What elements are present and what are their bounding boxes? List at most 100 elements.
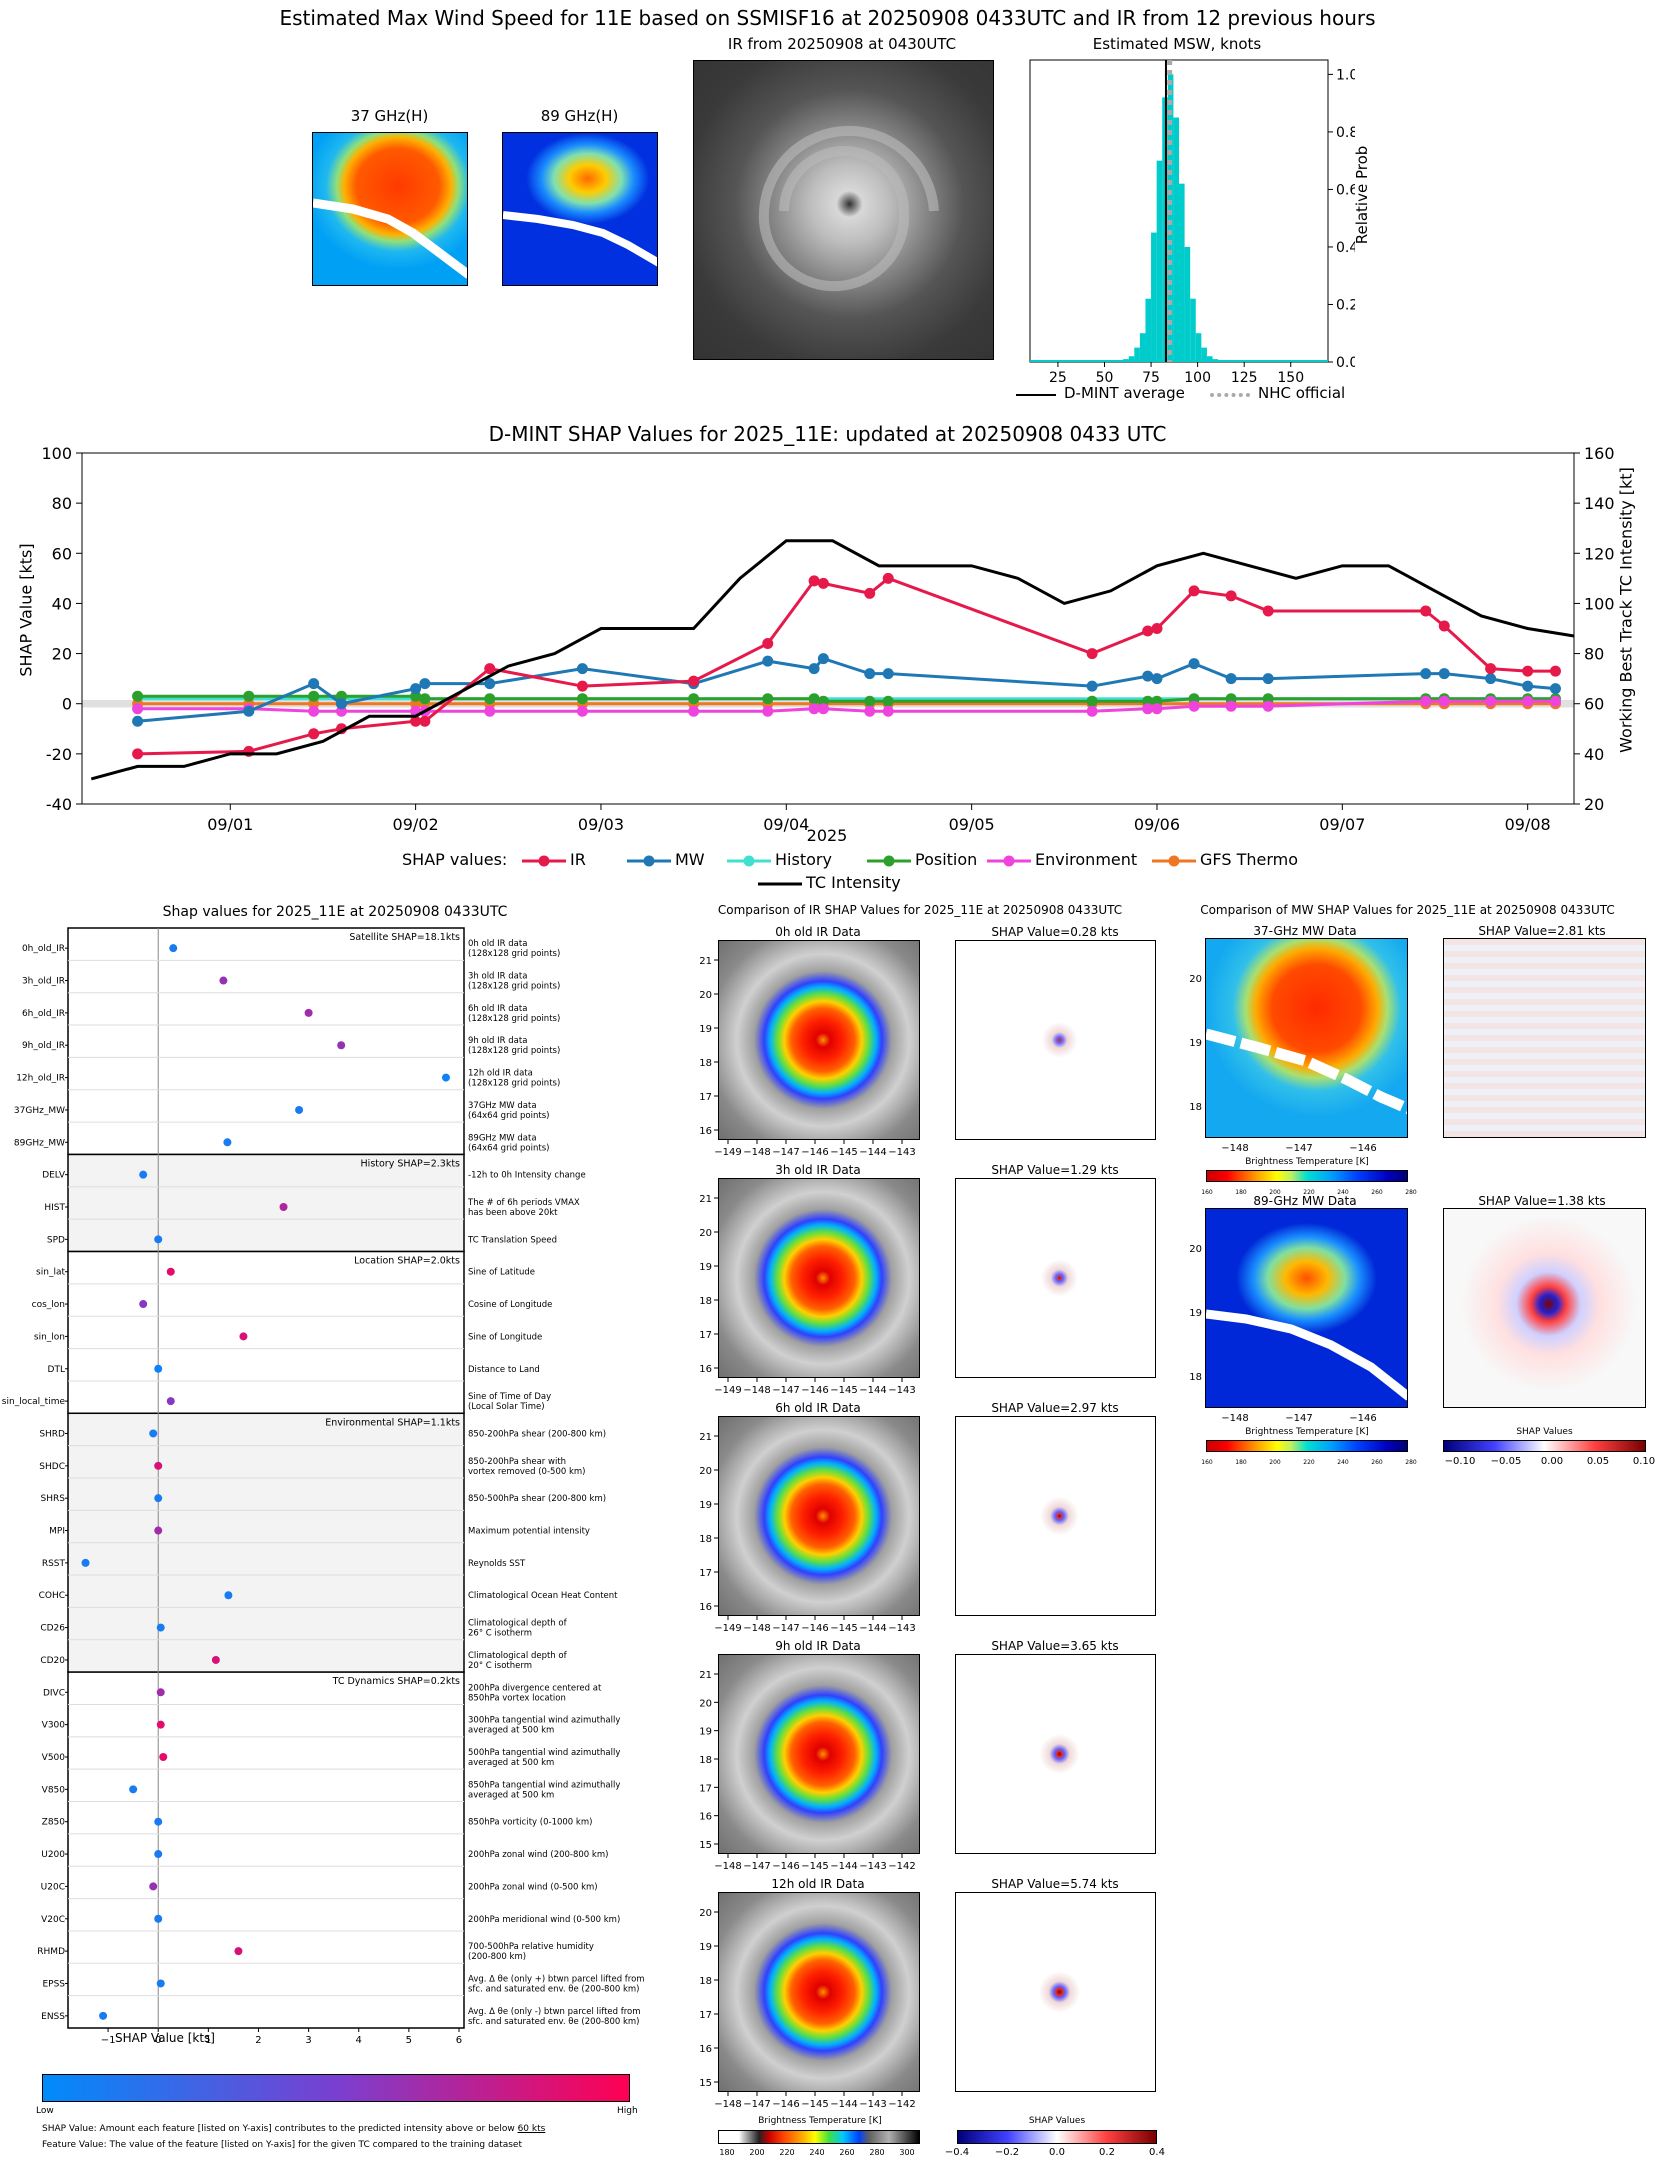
mw89-cmp-label: 89-GHz MW Data [1253, 1194, 1357, 1208]
hist-legend: D-MINT average NHC official [1012, 384, 1352, 406]
series-point [817, 695, 829, 707]
ir-y-tick-label: 18 [699, 1534, 712, 1545]
mw89-title: 89 GHz(H) [540, 107, 619, 125]
feature-name: 9h_old_IR [22, 1041, 65, 1051]
feature-description: -12h to 0h Intensity change [468, 1171, 586, 1181]
feature-name: RSST [42, 1559, 66, 1569]
feature-shap-point [166, 1397, 175, 1406]
feature-description: Sine of Longitude [468, 1332, 542, 1342]
mw37-title: 37 GHz(H) [350, 107, 429, 125]
shap-legend: SHAP values: IR MW History Position Environm… [0, 848, 1655, 896]
ir-row-shap-image [955, 1892, 1156, 2092]
series-point [762, 693, 774, 705]
series-point [132, 715, 144, 727]
series-point [808, 663, 820, 675]
feature-description: 850hPa vorticity (0-1000 km) [468, 1818, 592, 1828]
feature-description: (128x128 grid points) [468, 1079, 560, 1089]
series-point [1142, 670, 1154, 682]
series-point [419, 715, 431, 727]
series-point [1188, 700, 1200, 712]
series-point [484, 705, 496, 717]
hist-title: Estimated MSW, knots [1092, 35, 1262, 53]
shap-ts-ylabel: SHAP Value [kts] [16, 543, 36, 677]
mw-cmp-title: Comparison of MW SHAP Values for 2025_11… [1200, 903, 1615, 917]
series-point [1262, 693, 1274, 705]
ts-y-tick-label: 100 [41, 445, 72, 463]
ts-x-tick-label: 09/07 [1319, 815, 1365, 834]
ts-x-tick-label: 09/06 [1134, 815, 1180, 834]
bee-x-tick-label: 2 [255, 2035, 261, 2046]
mw89-bt-tick-label: 160 [1201, 1459, 1213, 1466]
feature-name: ENSS [41, 2012, 65, 2022]
legend-label-history: History [775, 850, 832, 869]
feature-value-colorbar [42, 2074, 630, 2102]
ir-x-tick-label: −147 [772, 1147, 799, 1158]
feature-shap-point [154, 1235, 163, 1244]
hist-x-tick-label: 125 [1231, 370, 1258, 386]
hist-x-tick-label: 25 [1049, 370, 1067, 386]
series-point [410, 715, 422, 727]
ir-x-tick-label: −146 [801, 1147, 828, 1158]
mw37-x-tick-label: −146 [1349, 1143, 1376, 1154]
hist-y-tick-label: 0.6 [1336, 182, 1355, 198]
mw89-y-tick-label: 20 [1189, 1244, 1202, 1255]
feature-name: CD26 [40, 1624, 65, 1634]
series-point [484, 663, 496, 675]
ts-y2-tick-label: 60 [1584, 695, 1604, 714]
ts-x-tick-label: 09/03 [578, 815, 624, 834]
legend-label-position: Position [915, 850, 978, 869]
series-point [484, 678, 496, 690]
hist-bar [1123, 359, 1129, 362]
ir-sv-tick-label: −0.2 [995, 2147, 1019, 2158]
feature-description: Sine of Latitude [468, 1268, 535, 1278]
series-point [817, 577, 829, 589]
msw-histogram: 25 50 75 100 125 150 0.0 0.2 0.4 0.6 0.8 1.0 [1029, 59, 1355, 386]
series-point [762, 655, 774, 667]
feature-name: V300 [42, 1721, 66, 1731]
ir-row-shap-label: SHAP Value=5.74 kts [991, 1877, 1119, 1891]
feature-shap-point [156, 1623, 165, 1632]
ir-y-tick-label: 17 [699, 1783, 712, 1794]
feature-group-box [67, 927, 465, 1156]
legend-label-gfs: GFS Thermo [1200, 850, 1298, 869]
mw37-bt-tick-label: 240 [1337, 1189, 1349, 1196]
series-point [1225, 700, 1237, 712]
ir-y-tick-label: 20 [699, 990, 712, 1001]
series-point [410, 683, 422, 695]
ts-y-tick-label: -20 [46, 745, 72, 764]
ir-row-image [718, 1892, 920, 2092]
feature-name: 37GHz_MW [14, 1106, 65, 1116]
feature-group-label: TC Dynamics SHAP=0.2kts [332, 1676, 460, 1687]
mw89-bt-tick-label: 180 [1235, 1459, 1247, 1466]
ir-row-image [718, 1178, 920, 1378]
ts-x-tick-label: 09/08 [1505, 815, 1551, 834]
series-point [1142, 703, 1154, 715]
feature-name: EPSS [42, 1979, 65, 1989]
feature-description: (128x128 grid points) [468, 1014, 560, 1024]
series-point [1420, 695, 1432, 707]
ir-row-label: 0h old IR Data [775, 925, 861, 939]
feature-description: 850hPa tangential wind azimuthally [468, 1780, 620, 1790]
feature-shap-point [139, 1300, 148, 1309]
feature-shap-point [169, 944, 178, 953]
colorbar-low: Low [36, 2106, 54, 2116]
feature-shap-point [81, 1558, 90, 1567]
ir-y-tick-label: 19 [699, 1942, 712, 1953]
legend-item-gfs: GFS Thermo [1150, 850, 1298, 872]
series-point [335, 698, 347, 710]
series-point [576, 693, 588, 705]
series-point [1086, 680, 1098, 692]
ir-x-tick-label: −148 [743, 1385, 770, 1396]
feature-description: Sine of Time of Day [468, 1392, 551, 1402]
ir-sv-tick-label: 0.2 [1099, 2147, 1115, 2158]
ir-x-tick-label: −144 [859, 1623, 886, 1634]
series-point [484, 693, 496, 705]
feature-shap-point [154, 1914, 163, 1923]
series-point [576, 680, 588, 692]
ir-y-tick-label: 16 [699, 1812, 712, 1823]
ir-bt-tick-label: 240 [809, 2148, 824, 2157]
hist-bar [1190, 298, 1196, 362]
series-point [1086, 648, 1098, 660]
series-point [808, 703, 820, 715]
ir-x-tick-label: −143 [888, 1385, 915, 1396]
